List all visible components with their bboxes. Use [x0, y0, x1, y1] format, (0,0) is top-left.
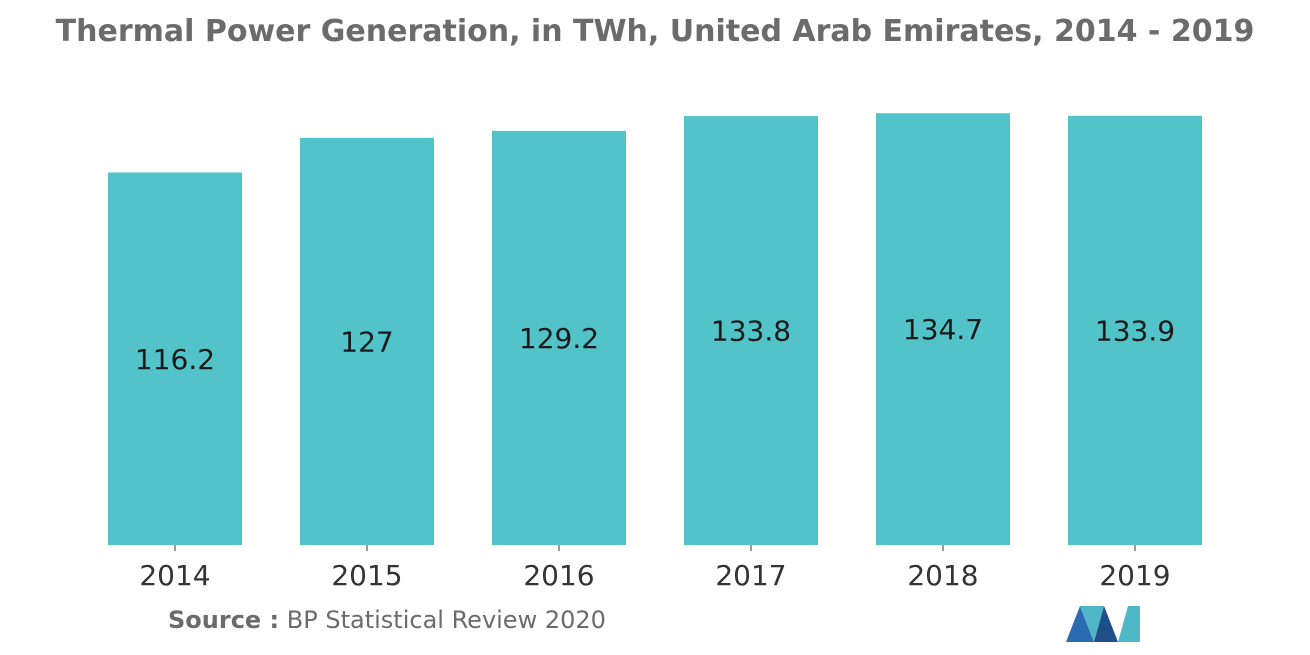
bar-2016 — [492, 130, 626, 545]
data-label-2017: 133.8 — [711, 315, 791, 348]
chart-title: Thermal Power Generation, in TWh, United… — [55, 14, 1255, 49]
data-label-2018: 134.7 — [903, 313, 983, 346]
bar-2015 — [300, 137, 434, 545]
source-text: BP Statistical Review 2020 — [286, 606, 606, 634]
bar-2014 — [108, 172, 242, 545]
x-tick-label-2014: 2014 — [139, 559, 210, 592]
x-tick-label-2015: 2015 — [331, 559, 402, 592]
bar-2018 — [876, 113, 1010, 545]
source-label: Source : — [168, 606, 280, 634]
x-tick-label-2017: 2017 — [715, 559, 786, 592]
source-note: Source : BP Statistical Review 2020 — [168, 606, 606, 634]
data-label-2019: 133.9 — [1095, 314, 1175, 347]
data-label-2016: 129.2 — [519, 322, 599, 355]
x-tick-label-2016: 2016 — [523, 559, 594, 592]
bar-2019 — [1068, 115, 1202, 545]
x-tick-label-2019: 2019 — [1099, 559, 1170, 592]
x-tick-label-2018: 2018 — [907, 559, 978, 592]
bar-2017 — [684, 116, 818, 546]
data-label-2014: 116.2 — [135, 343, 215, 376]
data-label-2015: 127 — [340, 325, 393, 358]
mordor-intelligence-logo-icon — [1066, 606, 1140, 642]
